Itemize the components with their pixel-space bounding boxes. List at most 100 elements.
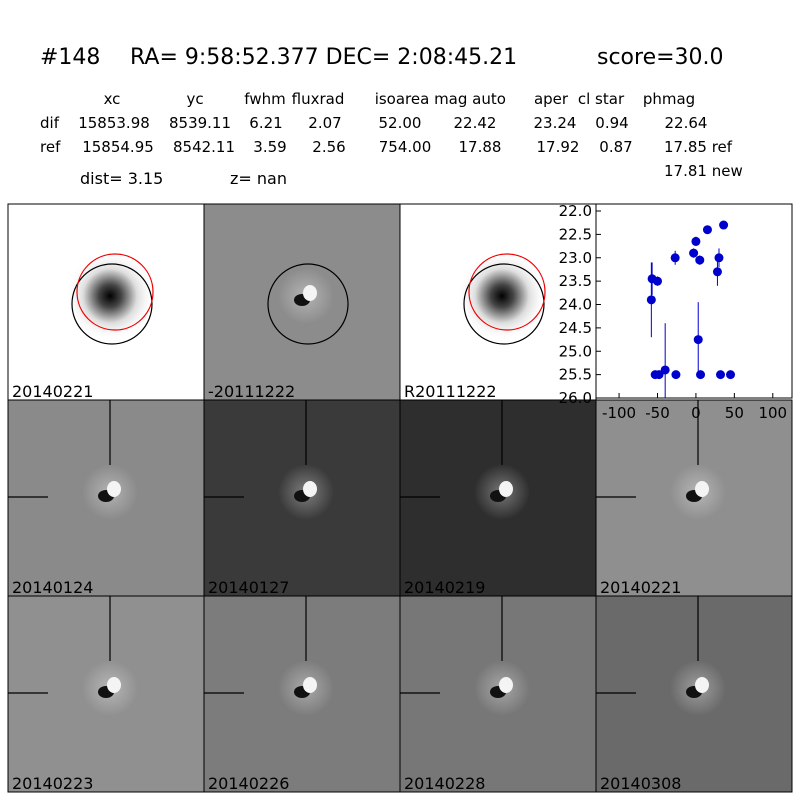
point [660,365,670,375]
image-panel: 20140127 [203,399,401,597]
residual-bright [695,677,709,693]
point [714,253,724,263]
point [695,255,705,265]
y-tick-label: 23.5 [559,272,592,290]
table-cell: 8539.11 [169,114,231,132]
table-cell: 8542.11 [173,138,235,156]
table-cell: 17.92 [537,138,580,156]
y-tick-label: 25.5 [559,366,592,384]
aperture [71,263,153,345]
column-header: yc [186,90,203,108]
table-cell: 2.07 [308,114,341,132]
image-panel: 20140221 [595,399,793,597]
point [671,370,681,380]
y-tick-label: 22.0 [559,202,592,220]
residual-bright [303,481,317,497]
table-cell: 0.94 [595,114,628,132]
row-label: ref [40,138,61,156]
panel-date: R20111222 [404,382,497,401]
coordinates: RA= 9:58:52.377 DEC= 2:08:45.21 [130,45,517,70]
panel-date: 20140223 [12,774,93,793]
aperture [463,263,545,345]
point [712,267,722,277]
table-cell: 15853.98 [78,114,150,132]
table-cell: 52.00 [379,114,422,132]
plot-area [595,203,793,399]
point [670,253,680,263]
score: score=30.0 [597,45,724,70]
column-header: mag auto [434,90,506,108]
point [716,370,726,380]
point [719,220,729,230]
table-cell: 22.42 [454,114,497,132]
y-tick-label: 23.0 [559,249,592,267]
image-panel: 20140308 [595,595,793,793]
residual-bright [499,481,513,497]
aperture-ref [76,253,154,331]
point [726,370,736,380]
column-header: xc [104,90,121,108]
image-panel: 20140226 [203,595,401,793]
point [693,335,703,345]
residual-bright [499,677,513,693]
x-tick-label: 0 [691,404,701,422]
residual-bright [107,677,121,693]
panel-date: 20140308 [600,774,681,793]
aperture-ref [468,253,546,331]
point [652,276,662,286]
point [654,370,664,380]
y-tick-label: 26.0 [559,389,592,407]
panel-date: -20111222 [208,382,295,401]
point [702,225,712,235]
panel-date: 20140226 [208,774,289,793]
y-tick-label: 24.0 [559,296,592,314]
image-panel: 20140124 [7,399,205,597]
panel-date: 20140219 [404,578,485,597]
z: z= nan [230,169,287,188]
aperture [267,263,349,345]
column-header: aper [534,90,569,108]
y-tick-label: 25.0 [559,342,592,360]
table-cell: 17.88 [459,138,502,156]
table-cell: 6.21 [249,114,282,132]
image-panel: R20111222 [399,203,597,401]
panel-date: 20140127 [208,578,289,597]
residual-bright [107,481,121,497]
panel-image [399,399,597,597]
panel-date: 20140124 [12,578,93,597]
column-header: cl star [578,90,625,108]
candidate-id: #148 [40,45,100,70]
y-tick-label: 22.5 [559,225,592,243]
phmag-new: 17.81 new [664,162,743,180]
dist: dist= 3.15 [80,169,163,188]
image-panel: 20140221 [7,203,205,401]
image-panel: 20140228 [399,595,597,793]
image-panel: 20140223 [7,595,205,793]
point [646,295,656,305]
y-tick-label: 24.5 [559,319,592,337]
panel-date: 20140221 [600,578,681,597]
column-header: isoarea [375,90,430,108]
column-header: fwhm [244,90,285,108]
row-label: dif [40,114,60,132]
table-cell: 17.85 ref [664,138,733,156]
x-tick-label: 100 [758,404,787,422]
residual-bright [303,677,317,693]
residual-bright [695,481,709,497]
table-cell: 22.64 [665,114,708,132]
x-tick-label: -100 [602,404,636,422]
residual-bright [303,285,317,301]
panel-date: 20140221 [12,382,93,401]
table-cell: 23.24 [534,114,577,132]
x-tick-label: 50 [725,404,744,422]
point [691,236,701,246]
column-header: phmag [643,90,695,108]
image-panel: 20140219 [399,399,597,597]
table-cell: 2.56 [312,138,345,156]
point [696,370,706,380]
x-tick-label: -50 [645,404,670,422]
point [689,248,699,258]
column-header: fluxrad [292,90,345,108]
table-cell: 3.59 [253,138,286,156]
